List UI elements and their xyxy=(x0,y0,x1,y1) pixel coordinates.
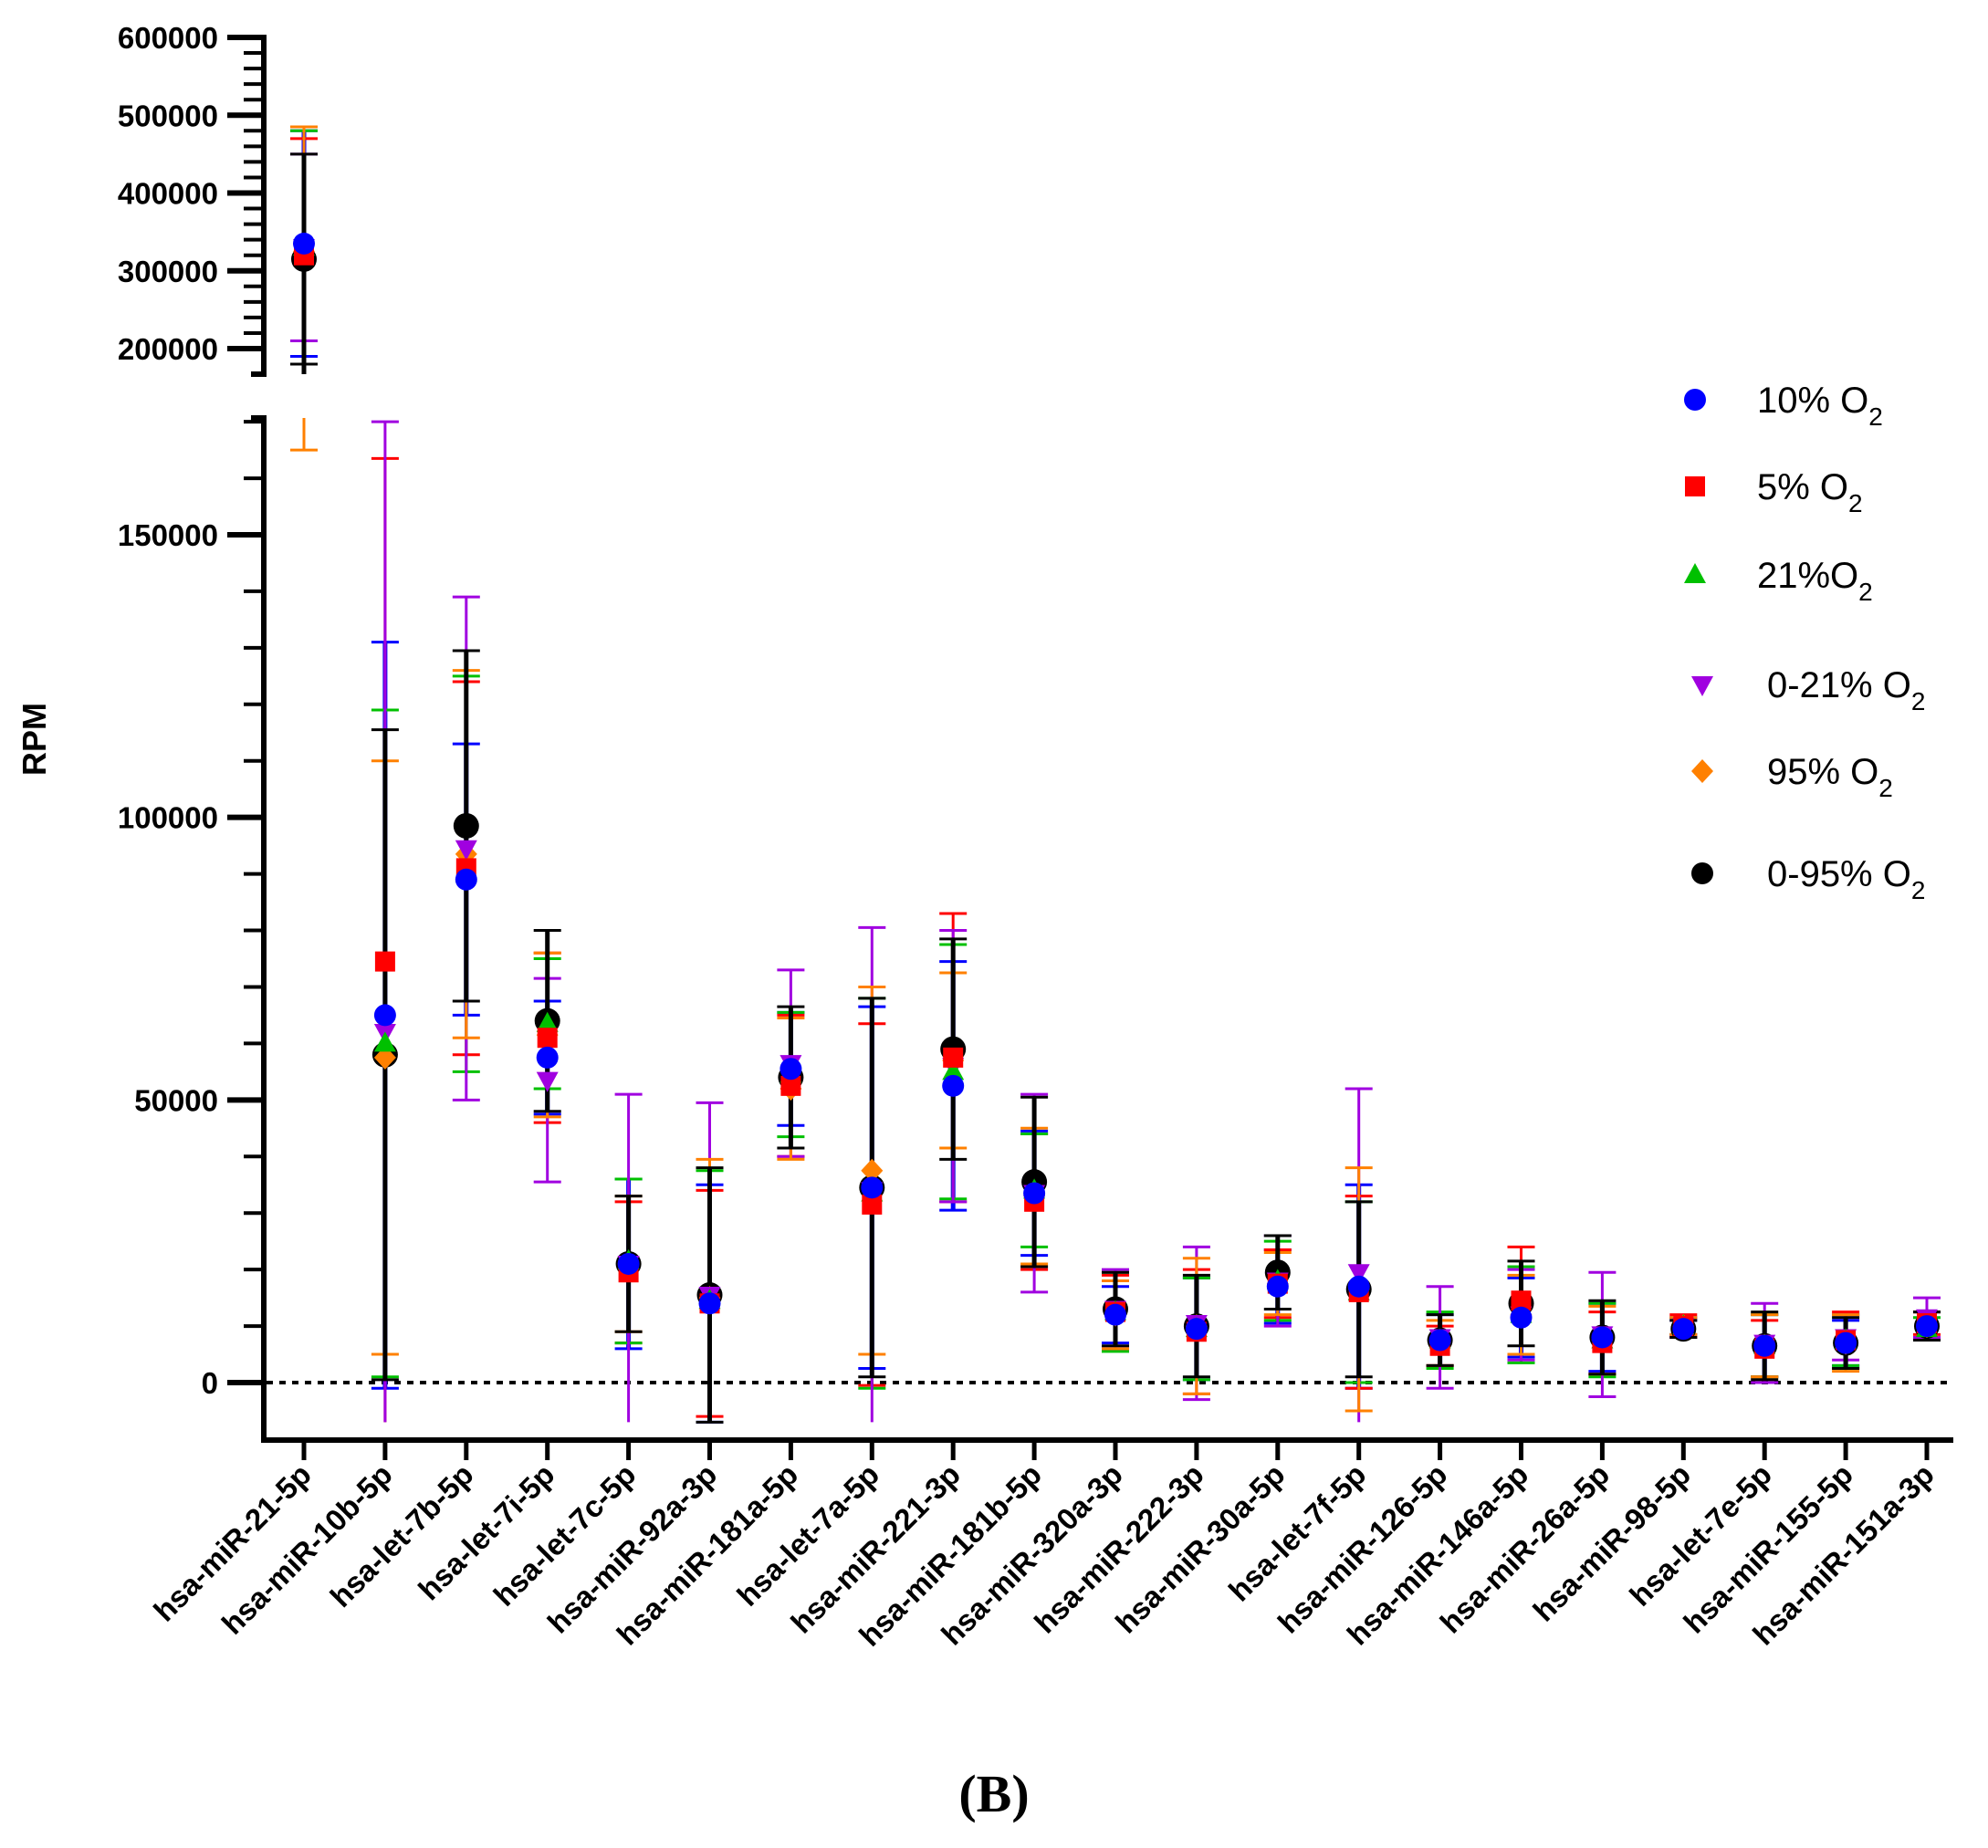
data-point xyxy=(780,1058,802,1081)
data-point xyxy=(1185,1318,1208,1341)
legend-label: 0-95% O2 xyxy=(1767,854,1925,904)
data-point xyxy=(943,1047,964,1068)
data-point xyxy=(861,1176,884,1199)
legend-label-subscript: 2 xyxy=(1911,876,1926,904)
legend-marker xyxy=(1691,759,1713,783)
data-point xyxy=(455,840,477,861)
y-tick-label: 600000 xyxy=(118,21,218,55)
data-point xyxy=(1511,1290,1532,1311)
data-point xyxy=(1672,1318,1695,1341)
data-point xyxy=(1835,1331,1857,1354)
legend-item: 21%O2 xyxy=(1684,556,1873,606)
legend-label: 5% O2 xyxy=(1757,467,1863,517)
y-tick-label: 0 xyxy=(202,1366,218,1400)
data-point xyxy=(1591,1326,1614,1349)
data-point xyxy=(1428,1329,1451,1352)
legend-label-subscript: 2 xyxy=(1911,687,1926,715)
legend-label: 0-21% O2 xyxy=(1767,665,1925,715)
y-tick-label: 50000 xyxy=(134,1083,218,1117)
data-point xyxy=(536,1011,559,1032)
panel-label: (B) xyxy=(958,1764,1029,1823)
legend-label: 10% O2 xyxy=(1757,381,1883,431)
x-tick-label: hsa-let-7e-5p xyxy=(1623,1457,1778,1613)
legend-label-subscript: 2 xyxy=(1858,578,1873,606)
legend-label-main: 0-21% O xyxy=(1767,665,1911,705)
legend-label-main: 5% O xyxy=(1757,467,1848,507)
y-tick-label: 100000 xyxy=(118,801,218,835)
data-point xyxy=(1510,1306,1533,1329)
data-point xyxy=(455,868,477,891)
y-tick-label: 300000 xyxy=(118,255,218,288)
data-markers xyxy=(291,232,1940,1359)
legend-marker xyxy=(1684,563,1706,583)
legend-label-main: 21%O xyxy=(1757,556,1858,596)
legend-label: 21%O2 xyxy=(1757,556,1873,606)
data-point xyxy=(373,1004,396,1027)
legend-item: 0-95% O2 xyxy=(1691,854,1925,904)
y-tick-label: 500000 xyxy=(118,99,218,132)
legend-item: 10% O2 xyxy=(1684,381,1883,431)
error-bars xyxy=(290,125,1941,1424)
data-point xyxy=(537,1028,558,1049)
legend-item: 5% O2 xyxy=(1685,467,1863,517)
data-point xyxy=(536,1071,559,1092)
data-point xyxy=(374,951,395,972)
legend-label-main: 0-95% O xyxy=(1767,854,1911,894)
y-tick-label: 400000 xyxy=(118,177,218,211)
legend-label-main: 10% O xyxy=(1757,381,1868,421)
data-point xyxy=(1023,1182,1046,1205)
x-tick-label: hsa-let-7c-5p xyxy=(487,1457,642,1613)
data-point xyxy=(536,1046,559,1069)
data-point xyxy=(861,1158,884,1183)
legend-marker xyxy=(1691,862,1713,884)
legend-marker xyxy=(1684,389,1706,411)
data-point xyxy=(1753,1334,1776,1357)
data-point xyxy=(942,1074,965,1097)
legend-label-subscript: 2 xyxy=(1848,489,1863,517)
data-point xyxy=(942,1060,965,1081)
y-axis-label: RPM xyxy=(16,703,53,776)
legend-item: 0-21% O2 xyxy=(1691,665,1925,715)
data-point xyxy=(862,1194,883,1215)
data-point xyxy=(698,1292,721,1315)
legend-label-subscript: 2 xyxy=(1878,774,1893,802)
legend-label-main: 95% O xyxy=(1767,752,1878,792)
legend-item: 95% O2 xyxy=(1691,752,1893,802)
data-point xyxy=(1347,1264,1370,1285)
x-tick-label: hsa-let-7a-5p xyxy=(730,1457,885,1613)
data-point xyxy=(1104,1303,1126,1326)
x-axis-labels: hsa-miR-21-5phsa-miR-10b-5phsa-let-7b-5p… xyxy=(147,1457,1941,1653)
data-point xyxy=(1347,1275,1370,1298)
data-point xyxy=(453,812,479,839)
data-point xyxy=(293,232,315,255)
data-point xyxy=(617,1252,640,1275)
x-tick-label: hsa-let-7b-5p xyxy=(323,1457,479,1613)
legend-label: 95% O2 xyxy=(1767,752,1893,802)
y-tick-label: 200000 xyxy=(118,332,218,366)
legend-marker xyxy=(1685,476,1705,496)
data-point xyxy=(780,1075,801,1096)
y-tick-label: 150000 xyxy=(118,518,218,552)
legend-label-subscript: 2 xyxy=(1868,402,1883,431)
data-point xyxy=(373,1031,396,1052)
data-point xyxy=(1916,1315,1938,1338)
axes: 6000005000004000003000002000001500001000… xyxy=(118,21,1953,1460)
data-point xyxy=(1266,1275,1289,1298)
legend-marker xyxy=(1691,676,1713,696)
